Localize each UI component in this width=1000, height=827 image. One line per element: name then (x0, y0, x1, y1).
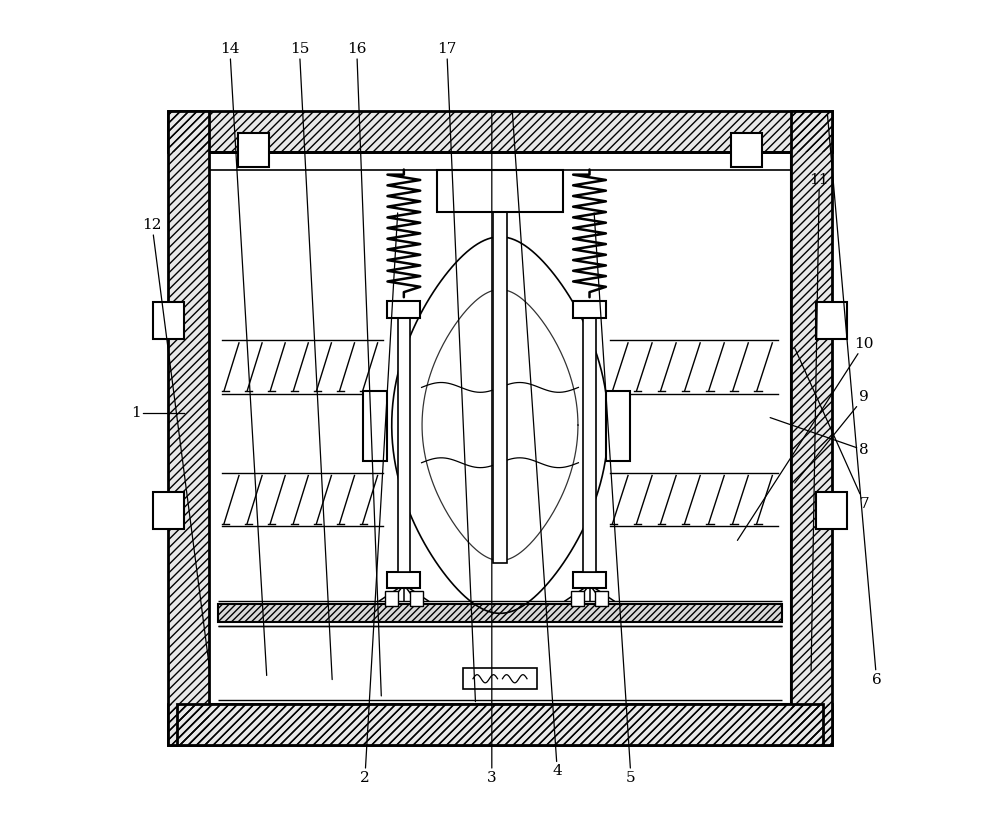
Text: 8: 8 (770, 418, 869, 457)
Bar (387, 571, 420, 588)
Bar (731, 133, 762, 167)
Bar (238, 133, 269, 167)
Bar (177, 704, 823, 745)
Bar (153, 302, 184, 339)
Bar (816, 492, 847, 529)
Bar (595, 591, 608, 606)
Text: 9: 9 (795, 390, 869, 483)
Bar (398, 318, 410, 571)
Bar (153, 492, 184, 529)
Bar (218, 605, 782, 622)
Text: 2: 2 (360, 213, 398, 785)
Bar (583, 318, 596, 571)
Bar (168, 704, 832, 745)
Text: 11: 11 (810, 173, 829, 672)
Bar (791, 111, 832, 745)
Bar (168, 111, 209, 745)
Text: 7: 7 (795, 348, 869, 510)
Bar (463, 668, 537, 690)
Bar (410, 591, 423, 606)
Text: 6: 6 (827, 115, 881, 686)
Bar (168, 704, 832, 745)
Text: 4: 4 (512, 111, 562, 778)
Bar (177, 704, 823, 745)
Bar (606, 391, 630, 461)
Bar (385, 591, 398, 606)
Text: 10: 10 (737, 337, 874, 540)
Text: 3: 3 (487, 111, 497, 785)
Bar (573, 571, 606, 588)
Bar (573, 301, 606, 318)
Bar (218, 605, 782, 622)
Bar (209, 151, 791, 704)
Bar (791, 111, 832, 745)
Bar (387, 301, 420, 318)
Bar (168, 111, 209, 745)
Text: 15: 15 (290, 42, 332, 680)
Text: 1: 1 (131, 407, 185, 420)
Text: 17: 17 (437, 42, 475, 701)
Bar (493, 212, 507, 563)
Bar (168, 111, 832, 151)
Bar (437, 170, 563, 212)
Bar (168, 111, 832, 151)
Bar (816, 302, 847, 339)
Text: 5: 5 (594, 213, 636, 785)
Text: 14: 14 (220, 42, 267, 676)
Bar (571, 591, 584, 606)
Text: 12: 12 (142, 218, 209, 667)
Text: 16: 16 (347, 42, 381, 696)
Bar (363, 391, 387, 461)
